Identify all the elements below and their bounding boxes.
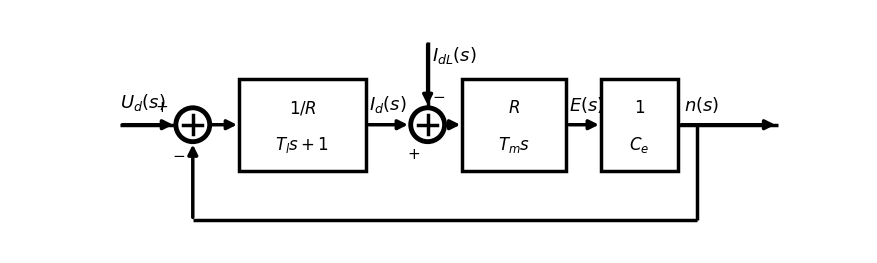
Text: $1/R$: $1/R$ — [289, 99, 316, 117]
Text: $I_{dL}(s)$: $I_{dL}(s)$ — [431, 45, 476, 67]
Text: $T_l s+1$: $T_l s+1$ — [275, 135, 329, 155]
Text: $T_m s$: $T_m s$ — [497, 135, 530, 155]
Circle shape — [410, 108, 444, 142]
Text: $n(s)$: $n(s)$ — [683, 95, 718, 115]
Text: $1$: $1$ — [633, 100, 645, 117]
Text: $U_d(s)$: $U_d(s)$ — [119, 92, 165, 113]
Circle shape — [175, 108, 210, 142]
Text: $C_e$: $C_e$ — [629, 135, 649, 155]
Bar — [462, 79, 566, 171]
Bar — [239, 79, 366, 171]
Text: $+$: $+$ — [155, 102, 168, 115]
Text: $-$: $-$ — [172, 148, 185, 162]
Text: $+$: $+$ — [407, 148, 420, 162]
Text: $E(s)$: $E(s)$ — [568, 95, 604, 115]
Text: $I_d(s)$: $I_d(s)$ — [368, 94, 406, 115]
Text: $R$: $R$ — [508, 100, 520, 117]
Text: $-$: $-$ — [431, 89, 445, 103]
Bar — [600, 79, 677, 171]
